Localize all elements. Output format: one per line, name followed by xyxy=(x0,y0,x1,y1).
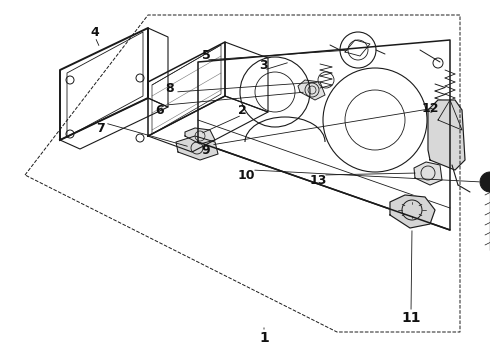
Text: 12: 12 xyxy=(421,102,439,114)
Text: 6: 6 xyxy=(156,104,164,117)
Text: 13: 13 xyxy=(309,174,327,186)
Text: 11: 11 xyxy=(401,311,421,325)
Text: 2: 2 xyxy=(238,104,246,117)
Text: 8: 8 xyxy=(166,81,174,95)
Polygon shape xyxy=(414,162,442,185)
Polygon shape xyxy=(298,80,325,100)
Text: 5: 5 xyxy=(201,49,210,62)
Polygon shape xyxy=(390,195,435,228)
Polygon shape xyxy=(185,128,215,144)
Text: 9: 9 xyxy=(202,144,210,157)
Text: 10: 10 xyxy=(237,168,255,181)
Polygon shape xyxy=(428,100,465,170)
Text: 4: 4 xyxy=(91,26,99,39)
Text: 7: 7 xyxy=(96,122,104,135)
Circle shape xyxy=(480,172,490,192)
Text: 1: 1 xyxy=(259,331,269,345)
Polygon shape xyxy=(176,136,218,160)
Text: 3: 3 xyxy=(260,59,269,72)
